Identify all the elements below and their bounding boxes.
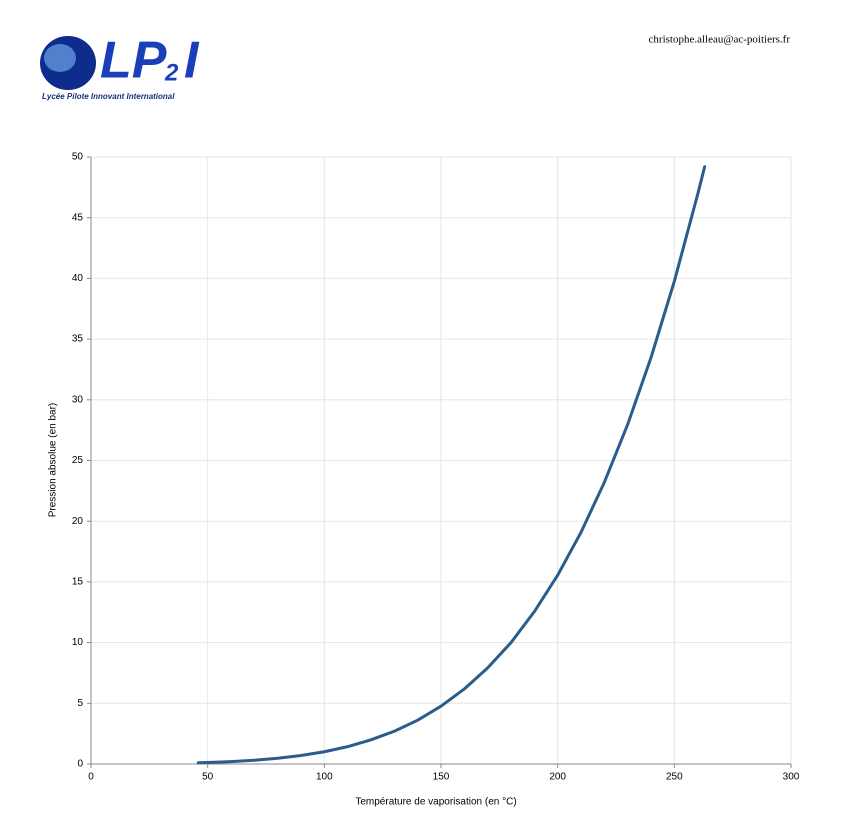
y-tick-label: 50 <box>72 152 84 163</box>
y-tick-label: 35 <box>72 334 84 345</box>
y-tick-label: 5 <box>77 698 83 709</box>
email: christophe.alleau@ac-poitiers.fr <box>649 34 791 46</box>
x-tick-label: 0 <box>88 772 94 783</box>
x-tick-label: 150 <box>433 772 450 783</box>
y-tick-label: 25 <box>72 455 84 466</box>
x-tick-label: 250 <box>666 772 683 783</box>
y-tick-label: 0 <box>77 759 83 770</box>
logo-subscript: 2 <box>164 59 179 86</box>
y-tick-label: 30 <box>72 394 84 405</box>
logo-text: LP <box>100 32 167 90</box>
logo-text-end: I <box>184 32 200 90</box>
data-line <box>196 165 707 765</box>
y-tick-label: 10 <box>72 637 84 648</box>
y-axis-title: Pression absolue (en bar) <box>48 403 59 518</box>
y-tick-label: 40 <box>72 273 84 284</box>
x-axis-title: Température de vaporisation (en °C) <box>355 797 516 808</box>
y-tick-label: 15 <box>72 577 84 588</box>
x-tick-label: 200 <box>549 772 566 783</box>
x-tick-label: 100 <box>316 772 333 783</box>
y-tick-label: 45 <box>72 212 84 223</box>
logo: LP 2 I Lycée Pilote Innovant Internation… <box>40 32 200 101</box>
y-tick-label: 20 <box>72 516 84 527</box>
x-tick-label: 50 <box>202 772 214 783</box>
logo-tagline: Lycée Pilote Innovant International <box>42 92 175 101</box>
x-tick-label: 300 <box>783 772 800 783</box>
logo-shine <box>44 44 76 72</box>
